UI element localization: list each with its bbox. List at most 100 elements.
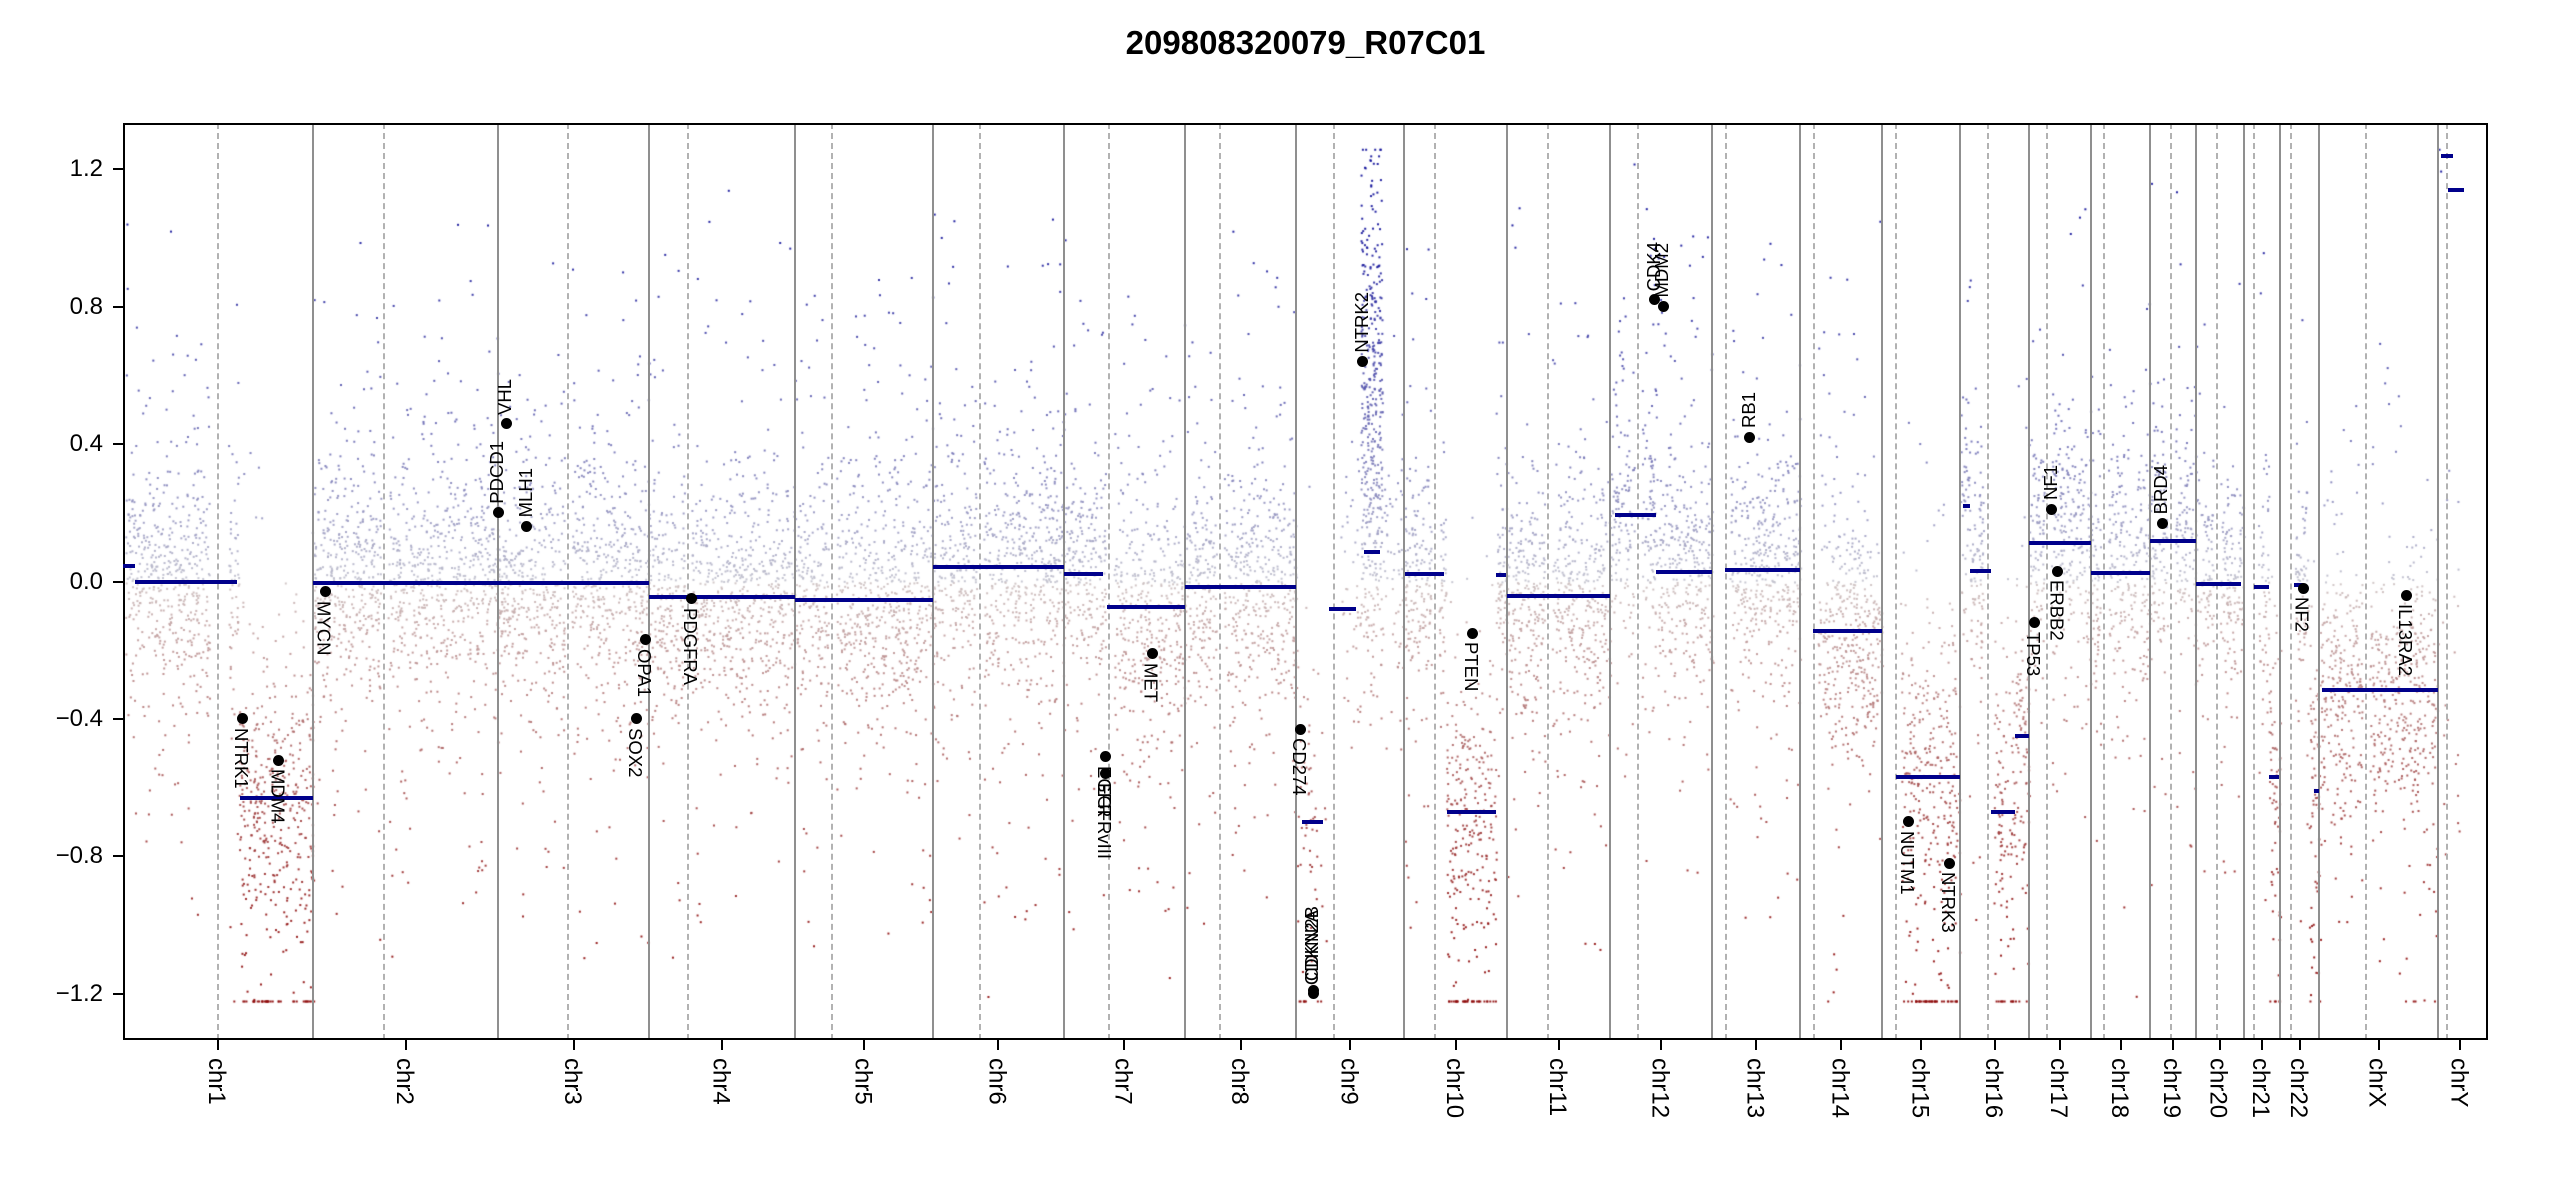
x-axis-label: chr3 <box>559 1058 587 1105</box>
x-axis-label: chr11 <box>1544 1058 1572 1117</box>
centromere-line <box>2290 123 2293 1040</box>
cnv-segment <box>123 564 136 569</box>
gene-marker-dot <box>1100 768 1112 780</box>
chromosome-boundary-line <box>1609 123 1612 1040</box>
x-axis-tick <box>1920 1040 1923 1050</box>
x-axis-tick <box>2218 1040 2221 1050</box>
cnv-segment <box>1404 571 1445 576</box>
cnv-segment <box>1507 593 1611 598</box>
x-axis-tick <box>2377 1040 2380 1050</box>
x-axis-tick <box>1123 1040 1126 1050</box>
gene-label: EGFRvIII <box>1094 782 1116 859</box>
gene-marker-dot <box>1307 984 1319 996</box>
chromosome-boundary-line <box>1403 123 1406 1040</box>
centromere-line <box>1636 123 1639 1040</box>
gene-marker-dot <box>1146 648 1158 660</box>
gene-marker-dot <box>1100 751 1112 763</box>
centromere-line <box>2103 123 2106 1040</box>
cnv-segment <box>1970 569 1991 574</box>
centromere-line <box>1812 123 1815 1040</box>
gene-label: PDCD1 <box>486 441 508 504</box>
gene-marker-dot <box>1902 816 1914 828</box>
chromosome-boundary-line <box>1183 123 1186 1040</box>
centromere-line <box>978 123 981 1040</box>
chromosome-boundary-line <box>2279 123 2282 1040</box>
cnv-segment <box>2029 541 2091 546</box>
gene-marker-dot <box>1649 294 1661 306</box>
gene-marker-dot <box>521 521 533 533</box>
x-axis-label: chr17 <box>2045 1058 2073 1119</box>
x-axis-label: chr8 <box>1225 1058 1253 1105</box>
x-axis-label: chr2 <box>390 1058 418 1105</box>
gene-label: NTRK3 <box>1937 872 1959 933</box>
chromosome-boundary-line <box>1799 123 1802 1040</box>
x-axis-tick <box>1840 1040 1843 1050</box>
cnv-segment <box>2195 582 2241 587</box>
cnv-segment <box>649 594 796 599</box>
gene-label: NUTM1 <box>1896 830 1918 895</box>
x-axis-tick <box>572 1040 575 1050</box>
gene-marker-dot <box>1943 857 1955 869</box>
chromosome-boundary-line <box>1711 123 1714 1040</box>
cnv-segment <box>2268 775 2279 780</box>
cnv-segment <box>2150 538 2196 543</box>
gene-label: IL13RA2 <box>2394 604 2416 677</box>
cnv-segment <box>1813 629 1882 634</box>
cnv-segment <box>1895 775 1961 780</box>
y-axis-tick <box>113 168 123 171</box>
cnv-segment <box>1329 606 1356 611</box>
x-axis-label: chr19 <box>2158 1058 2186 1119</box>
gene-label: MDM2 <box>1651 243 1673 298</box>
y-axis-tick <box>113 717 123 720</box>
x-axis-tick <box>1349 1040 1352 1050</box>
centromere-line <box>831 123 834 1040</box>
cnv-segment <box>1614 512 1657 517</box>
gene-label: RB1 <box>1737 392 1759 429</box>
gene-marker-dot <box>1295 723 1307 735</box>
chromosome-boundary-line <box>2028 123 2031 1040</box>
gene-label: OPA1 <box>634 648 656 697</box>
x-axis-tick <box>2298 1040 2301 1050</box>
centromere-line <box>1547 123 1550 1040</box>
y-axis-tick-label: 0.0 <box>69 567 103 595</box>
cnv-segment <box>2448 187 2464 192</box>
cnv-segment <box>1301 819 1324 824</box>
x-axis-label: chr16 <box>1979 1058 2007 1119</box>
centromere-line <box>2364 123 2367 1040</box>
gene-marker-dot <box>2400 589 2412 601</box>
y-axis-tick-label: 0.8 <box>69 292 103 320</box>
gene-label: MYCN <box>313 600 335 656</box>
cnv-segment <box>135 579 238 584</box>
gene-label: PDGFRA <box>679 607 701 685</box>
x-axis-tick <box>1993 1040 1996 1050</box>
chromosome-boundary-line <box>1295 123 1298 1040</box>
cnv-segment <box>2015 734 2030 739</box>
y-axis-tick-label: 1.2 <box>69 155 103 183</box>
centromere-line <box>2446 123 2449 1040</box>
cnv-segment <box>1184 584 1297 589</box>
gene-label: EGFR <box>1093 765 1115 818</box>
chromosome-boundary-line <box>648 123 651 1040</box>
gene-marker-dot <box>1357 356 1369 368</box>
x-axis-label: chr12 <box>1646 1058 1674 1119</box>
cnv-segment <box>1990 809 2016 814</box>
x-axis-label: chr6 <box>983 1058 1011 1105</box>
x-axis-tick <box>1755 1040 1758 1050</box>
cnv-segment <box>1446 809 1496 814</box>
chromosome-boundary-line <box>2436 123 2439 1040</box>
centromere-line <box>1725 123 1727 1040</box>
x-axis-label: chr4 <box>707 1058 735 1105</box>
x-axis-label: chr18 <box>2105 1058 2133 1119</box>
gene-marker-dot <box>273 754 285 766</box>
gene-marker-dot <box>1466 627 1478 639</box>
chromosome-boundary-line <box>932 123 935 1040</box>
cnv-segment <box>1725 568 1801 573</box>
gene-label: VHL <box>494 378 516 415</box>
centromere-line <box>1895 123 1898 1040</box>
gene-marker-dot <box>685 593 697 605</box>
x-axis-label: chr13 <box>1741 1058 1769 1119</box>
cnv-segment <box>498 581 650 586</box>
chromosome-boundary-line <box>1506 123 1509 1040</box>
gene-marker-dot <box>2046 503 2058 515</box>
cnv-segment <box>313 581 499 586</box>
